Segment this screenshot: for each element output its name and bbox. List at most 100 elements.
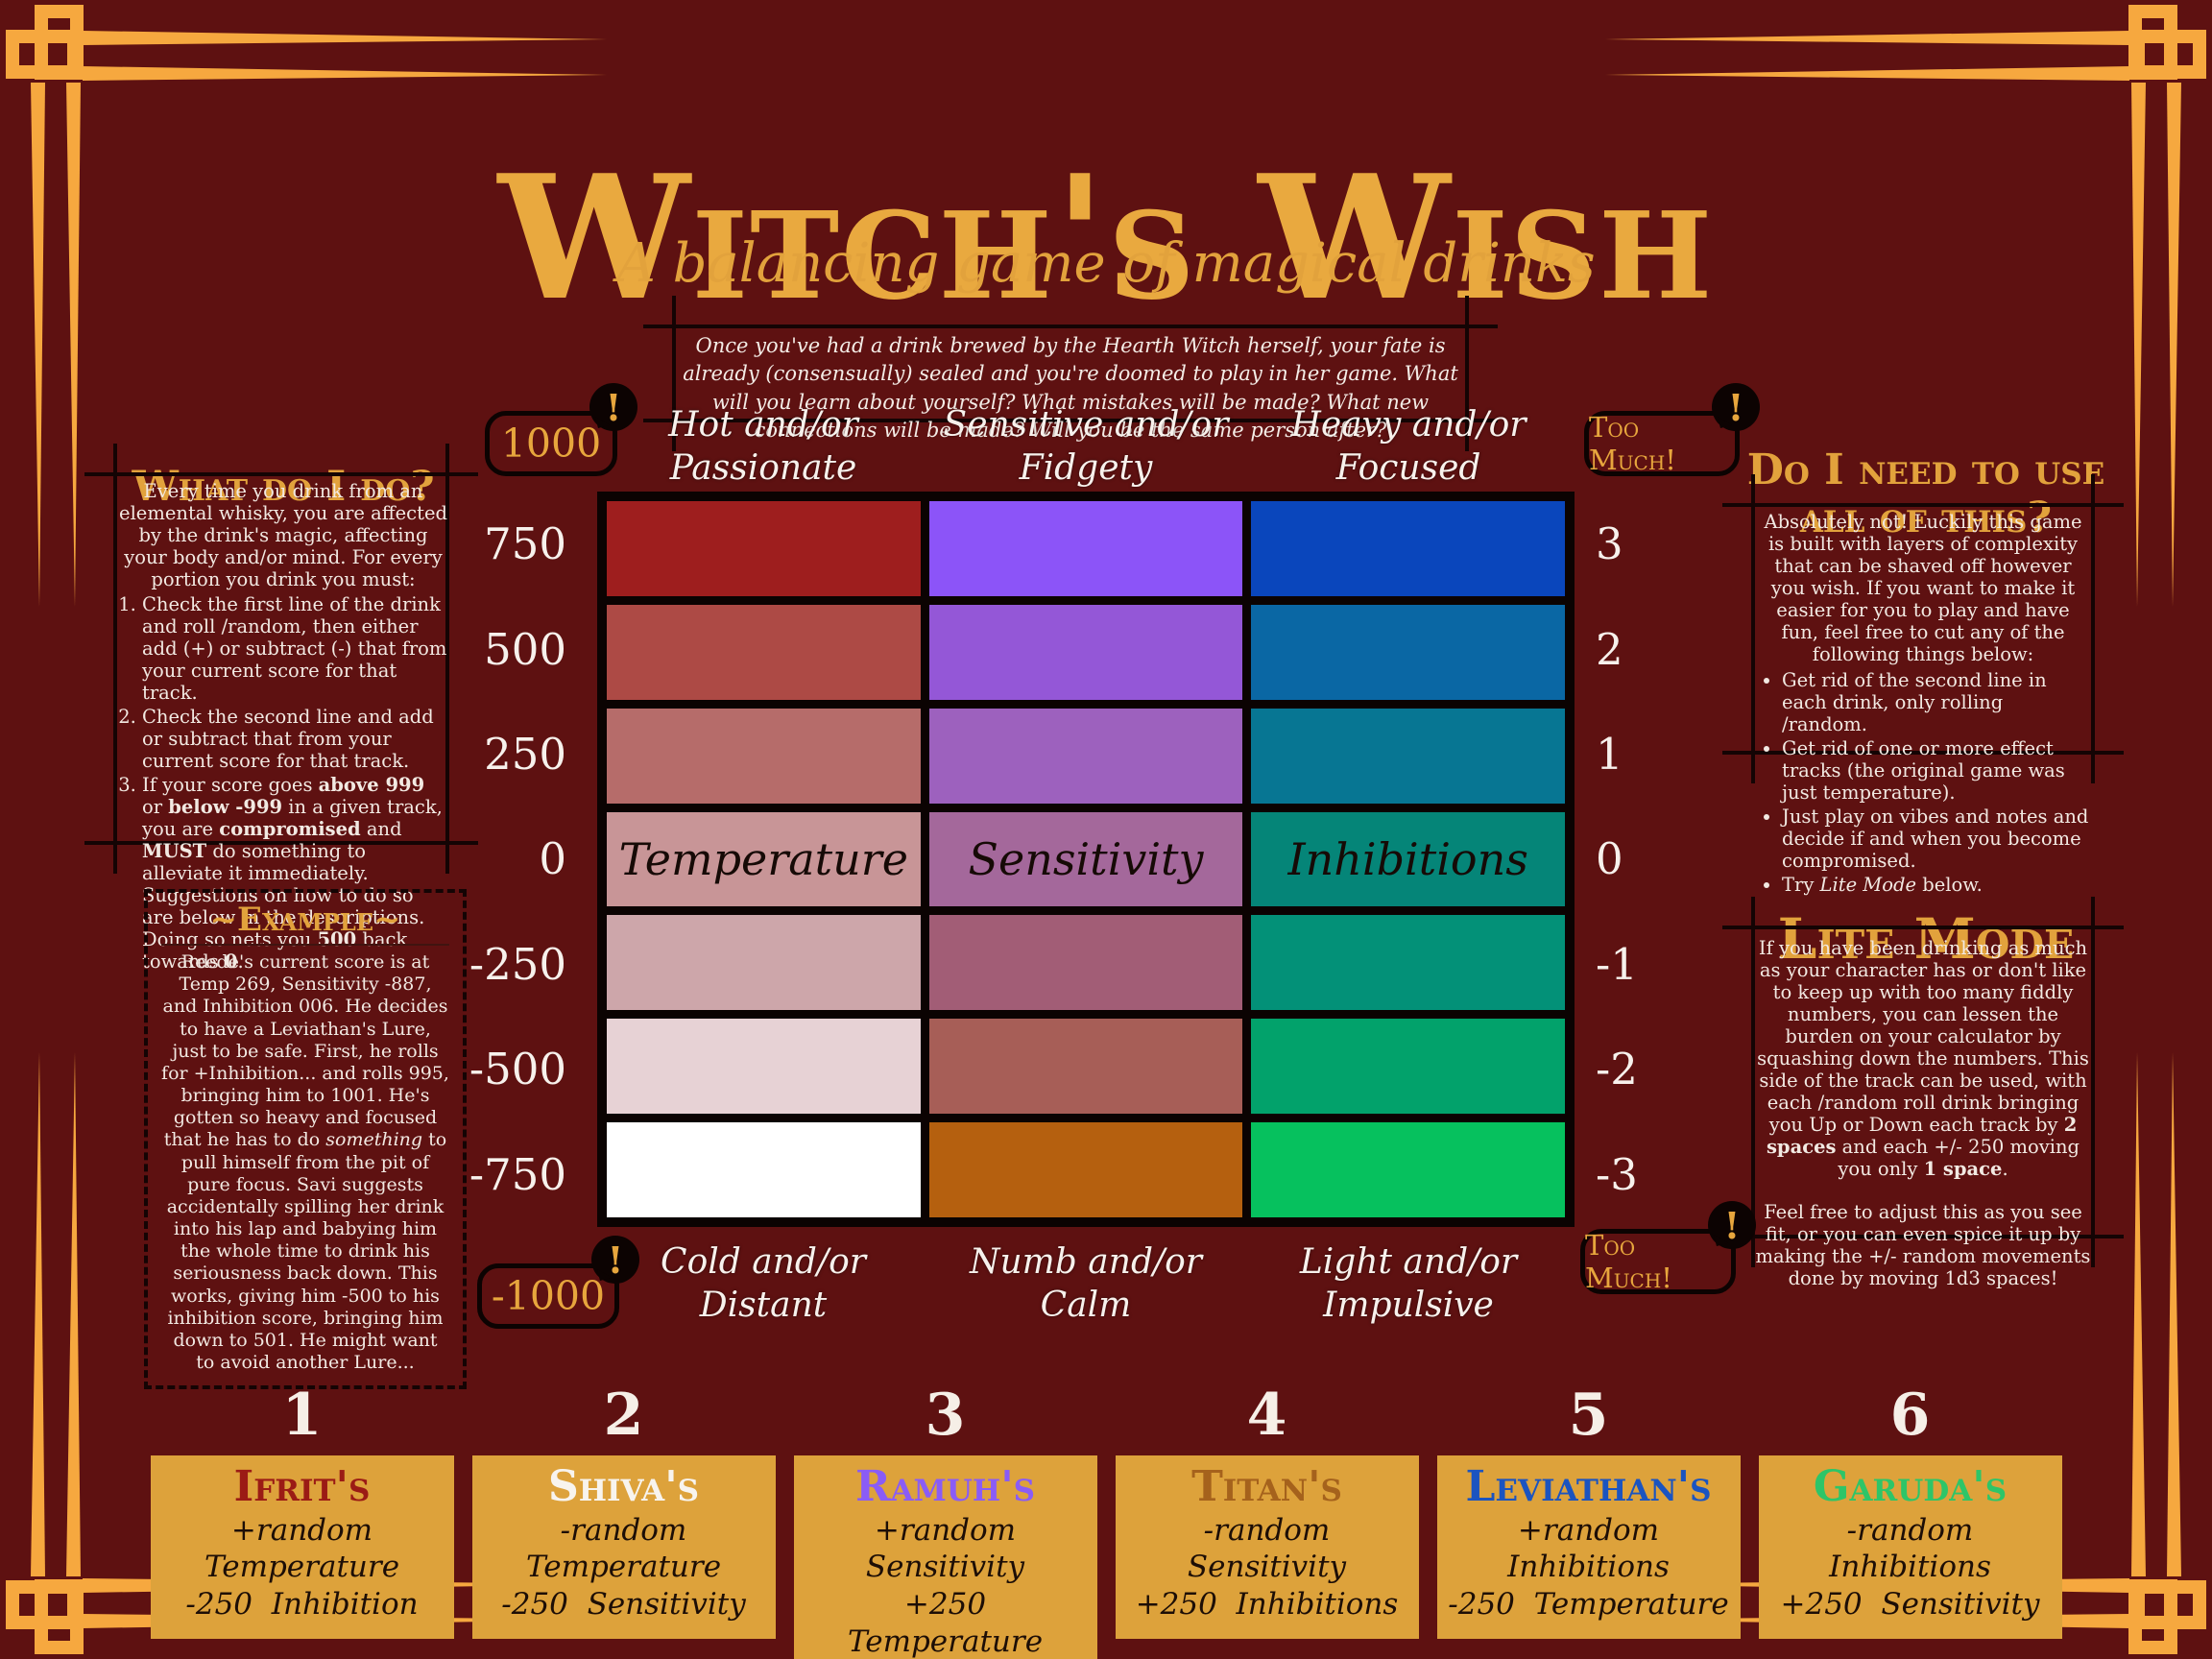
exclamation-icon: ! — [1712, 383, 1760, 431]
intro-text: Once you've had a drink brewed by the He… — [683, 334, 1458, 443]
right-scale-value: 2 — [1596, 623, 1623, 675]
simplification-item: Get rid of the second line in each drink… — [1782, 669, 2091, 735]
board-cell-inhibitions-1 — [1251, 708, 1565, 804]
right-scale-value: -3 — [1596, 1148, 1638, 1200]
column-footer-temperature-low: Cold and/or Distant — [661, 1242, 866, 1325]
drink-card: Leviathan's +random Inhibitions -250 Tempe… — [1436, 1455, 1741, 1639]
board-cell-temperature--2 — [607, 1019, 921, 1115]
right-scale: 3 2 1 0 -1 -2 -3 — [1586, 492, 1692, 1227]
what-do-i-do-heading: What do I do? — [132, 462, 435, 511]
column-footer-inhibitions-low: Light and/or Impulsive — [1299, 1242, 1518, 1325]
drink-number: 4 — [1246, 1382, 1287, 1449]
too-much-badge-bottom: Too Much! ! — [1580, 1201, 1756, 1294]
left-scale-value: 500 — [484, 623, 566, 675]
drink-name: Titan's — [1191, 1462, 1342, 1511]
drink-card: Garuda's -random Inhibitions +250 Sensitiv… — [1758, 1455, 2062, 1639]
drink-effect-line-2: +250 Temperature — [847, 1587, 1044, 1659]
right-scale-value: 0 — [1596, 833, 1623, 885]
drink-list: 1 Ifrit's +random Temperature -250 Inhibiti… — [0, 1386, 2212, 1659]
board-cell-sensitivity-0: Sensitivity — [928, 811, 1243, 907]
simplification-item: Just play on vibes and notes and decide … — [1782, 805, 2091, 872]
drink-effect-line-1: +random Temperature — [204, 1512, 400, 1585]
drink-effect-line-1: -random Temperature — [525, 1512, 722, 1585]
drink-number: 6 — [1889, 1382, 1931, 1449]
board-cell-temperature--3 — [607, 1122, 921, 1217]
example-box: ~Example~ Reede's current score is at Te… — [144, 889, 467, 1390]
too-much-label: Too Much! — [1589, 411, 1676, 476]
page-subtitle: A balancing game of magical drinks — [616, 232, 1596, 295]
too-much-label: Too Much! — [1585, 1229, 1672, 1294]
right-scale-value: 3 — [1596, 518, 1623, 570]
track-label-sensitivity: Sensitivity — [968, 832, 1204, 885]
drink-name: Ifrit's — [233, 1462, 371, 1511]
board-cell-sensitivity--1 — [928, 915, 1243, 1011]
exclamation-icon: ! — [591, 1236, 639, 1284]
drink-number: 3 — [925, 1382, 966, 1449]
drink-name: Ramuh's — [854, 1462, 1036, 1511]
max-score-label: 1000 — [500, 421, 602, 467]
do-i-need-heading: Do I need to use all of this? — [1746, 445, 2105, 543]
column-footer-sensitivity-low: Numb and/or Calm — [969, 1242, 1202, 1325]
lite-mode-paragraph-2: Feel free to adjust this as you see fit,… — [1755, 1201, 2091, 1289]
left-scale-value: -500 — [469, 1044, 566, 1095]
board-cell-inhibitions--1 — [1251, 915, 1565, 1011]
board-cell-temperature-2 — [607, 604, 921, 700]
exclamation-icon: ! — [1708, 1201, 1756, 1249]
drink-card: Ifrit's +random Temperature -250 Inhibitio… — [150, 1455, 454, 1639]
left-scale-value: -750 — [469, 1148, 566, 1200]
board-cell-sensitivity-3 — [928, 501, 1243, 596]
track-label-temperature: Temperature — [618, 832, 908, 885]
track-label-inhibitions: Inhibitions — [1287, 832, 1528, 885]
right-scale-value: 1 — [1596, 729, 1623, 781]
too-much-badge-top: Too Much! ! — [1584, 383, 1760, 476]
simplification-item: Get rid of one or more effect tracks (th… — [1782, 737, 2091, 804]
board-cell-inhibitions-3 — [1251, 501, 1565, 596]
board-cell-temperature-1 — [607, 708, 921, 804]
do-i-need-body: Absolutely not! Luckily this game is bui… — [1755, 511, 2091, 898]
instruction-step: Check the second line and add or subtrac… — [142, 706, 449, 772]
drink-card: Titan's -random Sensitivity +250 Inhibitio… — [1115, 1455, 1419, 1639]
board-cell-sensitivity--3 — [928, 1122, 1243, 1217]
left-scale-value: 750 — [484, 518, 566, 570]
example-text: Reede's current score is at Temp 269, Se… — [161, 951, 449, 1374]
board-cell-sensitivity-2 — [928, 604, 1243, 700]
column-header-temperature-high: Hot and/or Passionate — [668, 405, 858, 488]
simplification-list: Get rid of the second line in each drink… — [1761, 669, 2091, 896]
drink-name: Shiva's — [547, 1462, 700, 1511]
left-scale-value: -250 — [469, 938, 566, 990]
drink-effect-line-2: -250 Sensitivity — [501, 1587, 746, 1623]
left-scale-value: 250 — [484, 729, 566, 781]
left-scale: 750 500 250 0 -250 -500 -750 — [469, 492, 582, 1227]
board-cell-inhibitions--2 — [1251, 1019, 1565, 1115]
instruction-step: Check the first line of the drink and ro… — [142, 593, 449, 704]
lite-mode-paragraph-1: If you have been drinking as much as you… — [1757, 937, 2089, 1180]
simplification-item: Try Lite Mode below. — [1782, 874, 2091, 896]
instruction-steps-list: Check the first line of the drink and ro… — [117, 593, 449, 973]
drink-card: Shiva's -random Temperature -250 Sensitivi… — [471, 1455, 776, 1639]
drink-effect-line-1: +random Inhibitions — [1507, 1512, 1670, 1585]
page-title: Witch's Wish — [497, 137, 1715, 339]
drink-name: Leviathan's — [1465, 1462, 1712, 1511]
drink-ramuhs: 3 Ramuh's +random Sensitivity +250 Temperat… — [793, 1382, 1097, 1659]
drink-effect-line-1: +random Sensitivity — [865, 1512, 1025, 1585]
drink-number: 2 — [603, 1382, 644, 1449]
right-scale-value: -2 — [1596, 1044, 1638, 1095]
drink-number: 5 — [1568, 1382, 1609, 1449]
board-cell-temperature-0: Temperature — [607, 811, 921, 907]
drink-card: Ramuh's +random Sensitivity +250 Temperatu… — [793, 1455, 1097, 1659]
drink-name: Garuda's — [1813, 1462, 2008, 1511]
drink-effect-line-1: -random Inhibitions — [1829, 1512, 1991, 1585]
board-cell-inhibitions-2 — [1251, 604, 1565, 700]
exclamation-icon: ! — [589, 383, 637, 431]
column-header-sensitivity-high: Sensitive and/or Fidgety — [943, 405, 1229, 488]
drink-shivas: 2 Shiva's -random Temperature -250 Sensitiv… — [471, 1382, 776, 1659]
what-do-i-do-body: Every time you drink from an elemental w… — [117, 480, 449, 974]
board-cell-inhibitions--3 — [1251, 1122, 1565, 1217]
board-cell-temperature-3 — [607, 501, 921, 596]
track-board: Temperature Sensitivity Inhibitions — [597, 492, 1575, 1227]
drink-titans: 4 Titan's -random Sensitivity +250 Inhibiti… — [1115, 1382, 1419, 1659]
min-score-badge: -1000 ! — [477, 1236, 639, 1329]
lite-mode-body: If you have been drinking as much as you… — [1755, 937, 2091, 1310]
example-heading: ~Example~ — [161, 901, 449, 946]
